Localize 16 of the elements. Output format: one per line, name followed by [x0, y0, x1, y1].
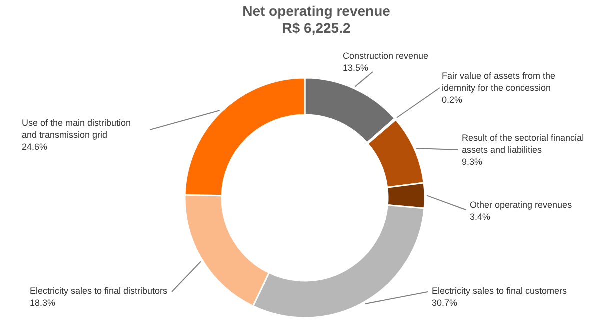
data-label: 18.3% — [30, 298, 56, 308]
slice-label: Result of the sectorial financial assets and liabilities — [462, 133, 584, 155]
slice-label: Construction revenue — [343, 51, 429, 61]
slice-label: Electricity sales to final customers — [432, 286, 568, 296]
slice-label: Other operating revenues — [470, 200, 573, 210]
data-label: 3.4% — [470, 212, 491, 222]
data-label: 24.6% — [22, 142, 48, 152]
chart-subtitle: R$ 6,225.2 — [282, 20, 351, 36]
data-label: 30.7% — [432, 298, 458, 308]
data-label: 9.3% — [462, 157, 483, 167]
slice-label: Fair value of assets from the idemnity for the concession — [442, 71, 556, 93]
data-label: 13.5% — [343, 63, 369, 73]
data-label: 0.2% — [442, 95, 463, 105]
chart-title: Net operating revenue — [242, 3, 391, 19]
slice-label: Use of the main distribution and transmission grid — [22, 118, 132, 140]
slice-label: Electricity sales to final distributors — [30, 286, 168, 296]
